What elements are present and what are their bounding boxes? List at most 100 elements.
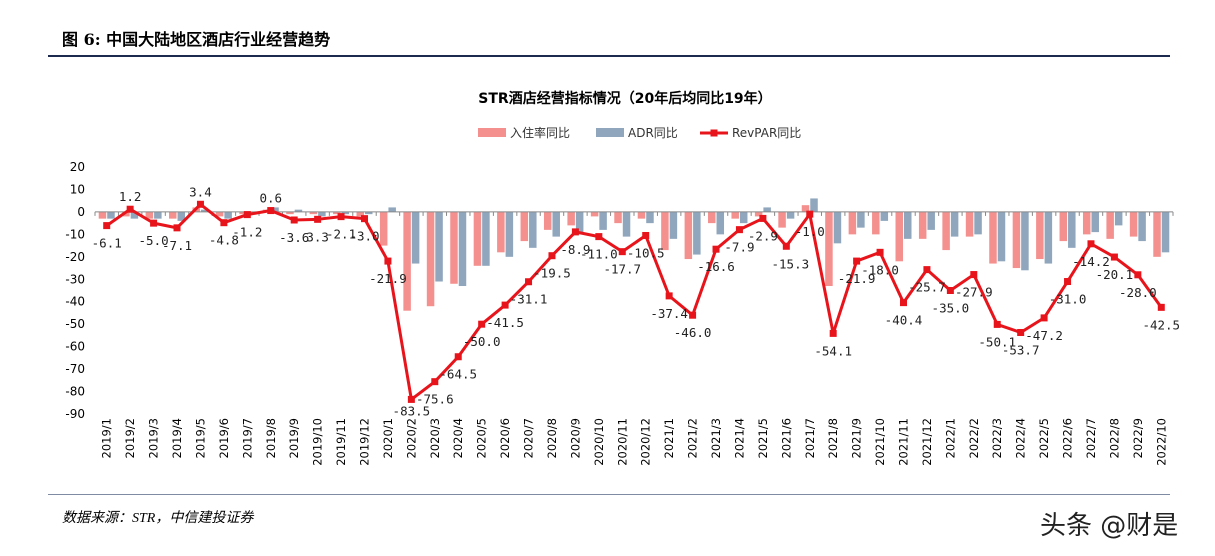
revpar-point — [642, 231, 650, 239]
occupancy-bar — [1082, 211, 1091, 235]
data-label: -53.7 — [1002, 342, 1040, 357]
x-tick-label: 2019/11 — [334, 418, 348, 466]
x-tick-label: 2022/9 — [1131, 418, 1145, 458]
data-label: -11.0 — [580, 247, 618, 262]
revpar-point — [243, 211, 251, 219]
revpar-line — [103, 200, 1165, 403]
revpar-point — [782, 242, 790, 250]
occupancy-bar — [1036, 211, 1044, 260]
y-tick-label: -40 — [65, 295, 85, 309]
data-label: -46.0 — [674, 325, 712, 340]
x-tick-label: 2020/3 — [428, 418, 442, 458]
data-label: -7.9 — [724, 240, 754, 255]
adr-bar — [130, 211, 139, 219]
bars — [98, 198, 1170, 311]
revpar-point — [1064, 278, 1072, 286]
data-label: -25.7 — [908, 280, 946, 295]
revpar-point — [454, 353, 462, 361]
adr-bar — [997, 211, 1006, 262]
occupancy-bar — [215, 211, 224, 217]
adr-bar — [388, 207, 396, 212]
data-labels: -6.1 1.2 -5.0-7.1 3.4 -4.8-1.2 0.6 -3.63.3-2.1… — [92, 184, 1180, 418]
x-tick-label: 2021/9 — [850, 418, 864, 458]
x-tick-label: 2020/1 — [381, 418, 395, 458]
data-label: -21.9 — [369, 271, 407, 286]
adr-bar — [224, 211, 232, 219]
legend: 入住率同比 ADR同比 RevPAR同比 — [478, 125, 801, 140]
data-label: -8.9 — [560, 242, 590, 257]
x-tick-label: 2019/12 — [358, 418, 372, 466]
data-label: -75.6 — [416, 392, 454, 407]
x-tick-label: 2020/2 — [404, 418, 418, 458]
legend-label: ADR同比 — [628, 126, 678, 140]
adr-bar — [1021, 211, 1029, 271]
data-label: -17.7 — [603, 262, 641, 277]
data-label: -54.1 — [814, 343, 852, 358]
revpar-point — [548, 252, 556, 260]
adr-bar — [154, 211, 162, 219]
occupancy-bar — [895, 211, 903, 262]
y-tick-label: 20 — [70, 160, 85, 174]
x-tick-label: 2019/2 — [123, 418, 137, 458]
chart-title: STR酒店经营指标情况（20年后均同比19年） — [478, 90, 771, 107]
data-label: -35.0 — [932, 301, 970, 316]
data-label: 3.4 — [189, 184, 212, 199]
legend-swatch — [478, 128, 506, 137]
occupancy-bar — [942, 211, 950, 251]
x-tick-label: 2020/4 — [451, 418, 465, 458]
occupancy-bar — [239, 211, 247, 215]
occupancy-bar — [98, 211, 107, 219]
occupancy-bar — [122, 211, 130, 217]
occupancy-bar — [567, 211, 575, 226]
occupancy-bar — [778, 211, 786, 228]
revpar-point — [290, 216, 298, 224]
occupancy-bar — [497, 211, 505, 253]
legend-swatch — [596, 128, 624, 137]
adr-bar — [646, 211, 654, 224]
x-tick-label: 2021/5 — [756, 418, 770, 458]
x-tick-label: 2019/9 — [287, 418, 301, 458]
revpar-point — [806, 210, 814, 218]
revpar-point — [618, 248, 626, 256]
revpar-point — [595, 233, 603, 241]
data-label: -1.0 — [795, 224, 825, 239]
data-label: -37.4 — [650, 306, 688, 321]
occupancy-bar — [825, 211, 833, 287]
revpar-point — [1087, 240, 1095, 248]
y-tick-label: -20 — [65, 250, 85, 264]
data-label: -19.5 — [533, 266, 571, 281]
x-tick-label: 2019/6 — [217, 418, 231, 458]
data-label: -10.5 — [627, 245, 665, 260]
occupancy-bar — [520, 211, 529, 242]
occupancy-bar — [848, 211, 857, 235]
y-tick-label: -70 — [65, 362, 85, 376]
revpar-series-line — [105, 202, 1163, 401]
revpar-point — [1157, 303, 1165, 311]
adr-bar — [716, 211, 725, 235]
revpar-point — [759, 214, 767, 222]
revpar-point — [126, 205, 134, 213]
revpar-point — [735, 226, 743, 234]
occupancy-bar — [1106, 211, 1114, 239]
x-tick-label: 2020/10 — [592, 418, 606, 466]
revpar-point — [337, 213, 345, 221]
occupancy-bar — [661, 211, 669, 251]
revpar-point — [1017, 328, 1025, 336]
revpar-point — [196, 200, 204, 208]
x-tick-label: 2022/6 — [1061, 418, 1075, 458]
adr-bar — [599, 211, 607, 230]
x-tick-label: 2019/4 — [170, 418, 184, 458]
x-tick-label: 2021/4 — [732, 418, 746, 458]
legend-label: 入住率同比 — [510, 125, 570, 140]
data-label: -6.1 — [92, 236, 122, 251]
revpar-point — [923, 266, 931, 274]
x-tick-label: 2020/12 — [639, 418, 653, 466]
occupancy-bar — [872, 211, 880, 235]
occupancy-bar — [614, 211, 622, 224]
x-tick-label: 2021/7 — [803, 418, 817, 458]
data-label: -14.2 — [1072, 254, 1110, 269]
data-label: -15.3 — [772, 256, 810, 271]
figure-title: 图 6: 中国大陆地区酒店行业经营趋势 — [62, 30, 331, 49]
occupancy-bar — [309, 211, 318, 215]
data-label: -2.9 — [748, 228, 778, 243]
